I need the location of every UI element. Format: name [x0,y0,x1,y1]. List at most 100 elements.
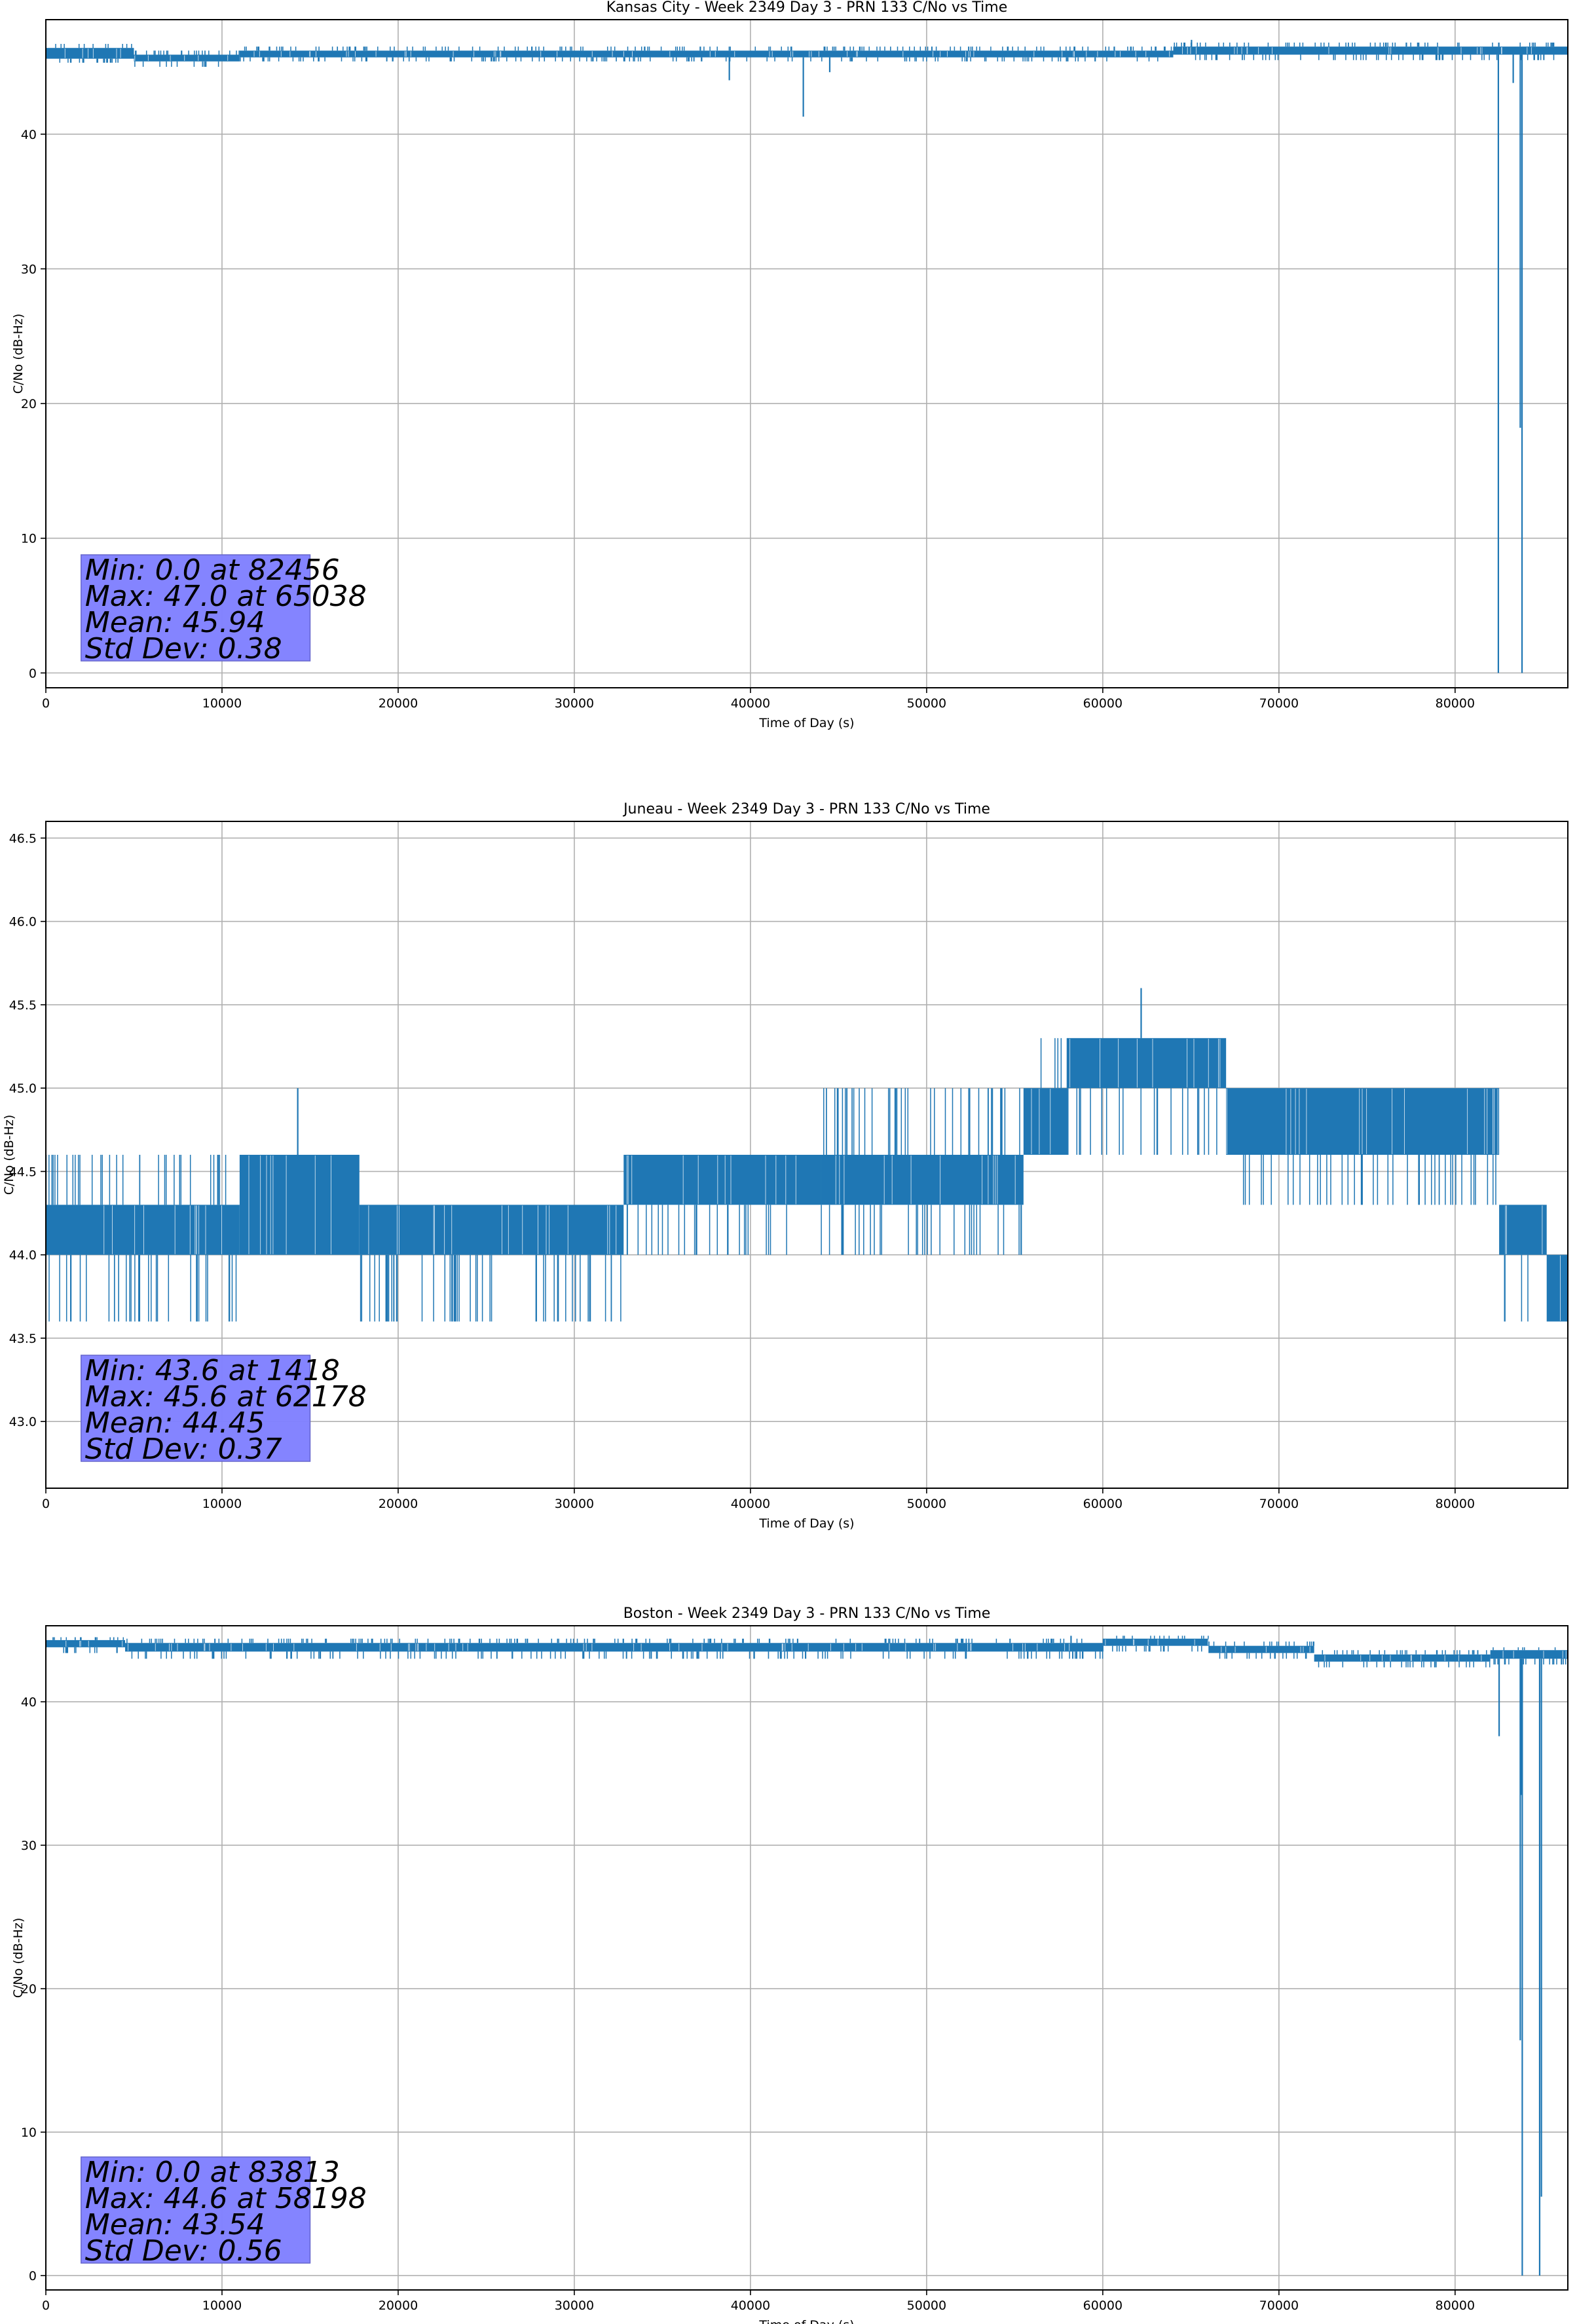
signal-noise [1242,1155,1496,1205]
stats-line: Std Dev: 0.38 [85,632,282,665]
y-tick-label: 30 [21,1839,37,1853]
chart-title: Kansas City - Week 2349 Day 3 - PRN 133 … [606,0,1008,16]
signal-gap [1105,1639,1209,1645]
signal-band [125,1643,1103,1652]
signal-band [359,1205,624,1255]
x-tick-label: 50000 [907,2298,946,2313]
x-tick-label: 70000 [1259,1497,1299,1511]
signal-gap [248,1155,331,1254]
signal-gap [626,1155,796,1205]
signal-band [1546,1254,1568,1322]
x-tick-label: 80000 [1436,696,1475,711]
y-tick-label: 10 [21,2126,37,2140]
y-tick-label: 40 [21,128,37,142]
stats-line: Max: 45.6 at 62178 [85,1380,367,1414]
signal-band [623,1155,821,1205]
signal-gap [1505,1205,1543,1254]
signal-noise [1318,1650,1491,1668]
signal-gap [835,1155,1016,1205]
chart-0: Kansas City - Week 2349 Day 3 - PRN 133 … [11,0,1568,730]
x-tick-label: 60000 [1083,2298,1122,2313]
y-tick-label: 43.0 [9,1415,37,1429]
signal-noise [626,1205,787,1255]
axes-frame [45,1625,1568,2291]
axes-frame [45,821,1568,1489]
signal-noise [1493,1647,1567,1665]
signal-gap [1031,1089,1051,1154]
signal-band [46,1640,126,1647]
x-tick-label: 40000 [731,696,770,711]
signal-gap [65,1640,123,1647]
x-tick-label: 70000 [1259,696,1299,711]
signal-noise [360,1254,622,1322]
stats-line: Min: 0.0 at 83813 [85,2156,340,2189]
y-axis-label: C/No (dB-Hz) [2,1115,16,1195]
y-tick-label: 44.5 [9,1165,37,1179]
x-tick-label: 40000 [731,1497,770,1511]
stats-line: Max: 47.0 at 65038 [85,580,367,613]
x-tick-label: 10000 [202,2298,242,2313]
signal-gap [1182,47,1532,54]
chart-2: Boston - Week 2349 Day 3 - PRN 133 C/No … [11,1605,1568,2324]
signal-gap [1502,1651,1567,1659]
x-tick-label: 20000 [379,1497,418,1511]
x-tick-label: 60000 [1083,1497,1122,1511]
axes-frame [45,19,1568,688]
signal-gap [1069,1038,1221,1088]
signal-noise [55,44,132,63]
signal-noise [1102,1636,1209,1652]
x-axis-label: Time of Day (s) [758,2318,854,2324]
signal-band [239,50,1174,58]
signal-band [1314,1654,1491,1662]
chart-title: Boston - Week 2349 Day 3 - PRN 133 C/No … [623,1605,991,1622]
x-tick-label: 80000 [1436,2298,1475,2313]
x-tick-label: 50000 [907,696,946,711]
chart-1: Juneau - Week 2349 Day 3 - PRN 133 C/No … [2,801,1568,1531]
chart-title: Juneau - Week 2349 Day 3 - PRN 133 C/No … [622,801,990,817]
signal-noise [52,1637,124,1653]
signal-gap [64,48,121,58]
y-tick-label: 46.5 [9,831,37,846]
x-tick-label: 70000 [1259,2298,1299,2313]
stats-line: Mean: 44.45 [85,1406,265,1440]
signal-series [46,988,1568,1322]
signal-band [1490,1650,1568,1659]
y-tick-label: 20 [21,1982,37,1996]
stats-line: Max: 44.6 at 58198 [85,2182,367,2215]
x-tick-label: 10000 [202,1497,242,1511]
x-axis-label: Time of Day (s) [758,1516,854,1531]
x-tick-label: 30000 [555,1497,594,1511]
y-tick-label: 0 [29,2269,37,2283]
y-tick-label: 43.5 [9,1332,37,1346]
signal-gap [1226,1089,1498,1154]
y-tick-label: 20 [21,397,37,411]
y-tick-label: 10 [21,532,37,546]
x-tick-label: 30000 [555,696,594,711]
y-tick-label: 45.0 [9,1081,37,1096]
signal-band [1208,1645,1314,1653]
signal-noise [1504,1254,1529,1322]
signal-band [134,54,240,62]
signal-band [46,1205,240,1255]
stats-box [81,2156,311,2264]
x-tick-label: 60000 [1083,696,1122,711]
x-tick-label: 50000 [907,1497,946,1511]
signal-noise [1040,1038,1068,1089]
signal-band [1023,1088,1068,1155]
signal-noise [821,1088,1022,1255]
signal-noise [1174,43,1555,60]
signal-band [1226,1088,1500,1155]
x-tick-label: 20000 [379,696,418,711]
y-tick-label: 46.0 [9,915,37,929]
signal-band [1173,47,1568,55]
x-tick-label: 0 [42,696,50,711]
signal-gap [103,1205,222,1254]
stats-line: Mean: 43.54 [85,2208,265,2241]
signal-noise [134,50,240,67]
stats-line: Std Dev: 0.56 [85,2234,282,2268]
signal-gap [128,1643,1070,1651]
signal-band [1102,1638,1209,1646]
x-axis-label: Time of Day (s) [758,716,854,730]
signal-noise [1208,1641,1314,1659]
